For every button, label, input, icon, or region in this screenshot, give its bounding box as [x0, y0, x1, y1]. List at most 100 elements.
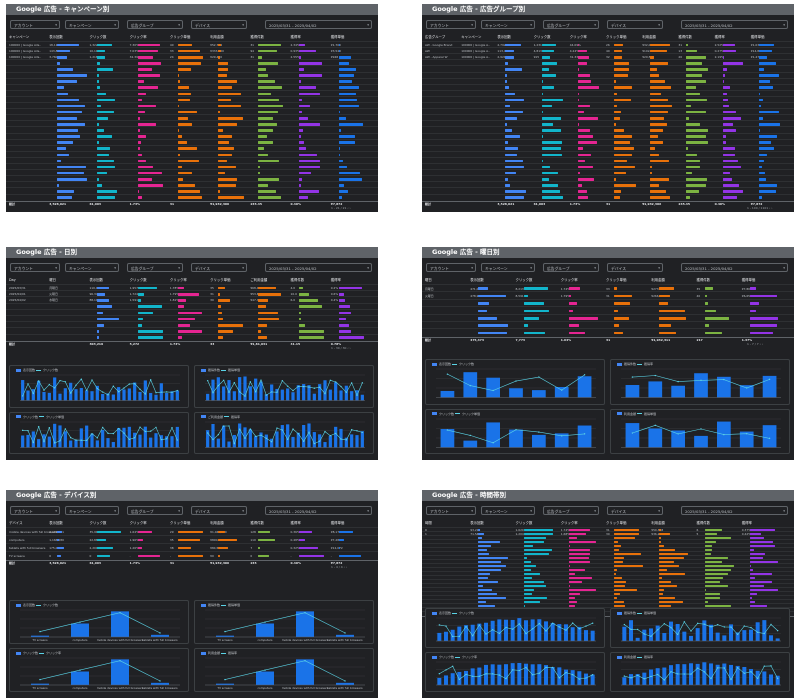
- table-row[interactable]: [422, 579, 794, 584]
- column-header[interactable]: 獲得件数: [250, 35, 264, 39]
- column-header[interactable]: 表示回数: [470, 278, 484, 282]
- filter-adgroup-dropdown[interactable]: 広告グループ ▾: [543, 263, 599, 272]
- column-header[interactable]: 利用金額: [210, 521, 224, 525]
- column-header[interactable]: クリック数: [515, 521, 533, 525]
- filter-adgroup-dropdown[interactable]: 広告グループ ▾: [127, 506, 183, 515]
- column-header[interactable]: キャンペーン: [461, 35, 482, 39]
- column-header[interactable]: 曜日: [425, 278, 432, 282]
- table-row[interactable]: [6, 308, 378, 316]
- table-row[interactable]: [422, 156, 794, 164]
- column-header[interactable]: クリック単価: [606, 521, 627, 525]
- filter-device-dropdown[interactable]: デバイス ▾: [607, 20, 663, 29]
- table-row[interactable]: [422, 150, 794, 158]
- filter-device-dropdown[interactable]: デバイス ▾: [191, 263, 247, 272]
- column-header[interactable]: 利用金額: [651, 278, 665, 282]
- filter-campaign-dropdown[interactable]: キャンペーン ▾: [481, 20, 535, 29]
- table-row[interactable]: AW 100000 | Google A.. 113,412 4,813 4.24% 40…: [422, 47, 794, 54]
- table-row[interactable]: [422, 328, 794, 336]
- chevron-right-icon[interactable]: ‹ ›: [768, 205, 773, 210]
- table-row[interactable]: tablets with full browsers 175,000 2,209 1.…: [6, 543, 378, 552]
- filter-account-dropdown[interactable]: アカウント ▾: [426, 20, 476, 29]
- column-header[interactable]: 表示回数: [49, 521, 63, 525]
- table-row[interactable]: [422, 298, 794, 307]
- column-header[interactable]: 獲得件数: [678, 35, 692, 39]
- column-header[interactable]: クリック率: [560, 278, 578, 282]
- column-header[interactable]: クリック率: [129, 521, 147, 525]
- table-row[interactable]: [422, 59, 794, 66]
- column-header[interactable]: 獲得単価: [330, 35, 345, 39]
- filter-device-dropdown[interactable]: デバイス ▾: [191, 506, 247, 515]
- table-row[interactable]: [422, 120, 794, 127]
- column-header[interactable]: 獲得単価: [750, 35, 765, 39]
- table-row[interactable]: [422, 163, 794, 170]
- column-header[interactable]: クリック単価: [169, 521, 191, 525]
- filter-account-dropdown[interactable]: アカウント ▾: [426, 263, 476, 272]
- table-row[interactable]: [422, 132, 794, 140]
- table-row[interactable]: [422, 83, 794, 91]
- table-row[interactable]: [6, 193, 378, 201]
- chevron-right-icon[interactable]: ‹ ›: [342, 565, 347, 569]
- pagination[interactable]: 1 - 30 / 30 ‹ ›: [331, 346, 351, 350]
- table-row[interactable]: [422, 603, 794, 608]
- table-row[interactable]: [6, 89, 378, 97]
- table-row[interactable]: [6, 144, 378, 152]
- table-row[interactable]: [6, 120, 378, 127]
- column-header[interactable]: 獲得単価: [741, 278, 756, 282]
- column-header[interactable]: クリック率: [569, 35, 587, 39]
- filter-daterange-dropdown[interactable]: 2025/03/31 - 2025/04/02 ▾: [265, 20, 372, 29]
- table-row[interactable]: [6, 327, 378, 334]
- table-row[interactable]: [422, 175, 794, 182]
- pagination[interactable]: 1 - 100 / 1101 ‹ ›: [747, 206, 773, 210]
- table-row[interactable]: [422, 138, 794, 146]
- filter-daterange-dropdown[interactable]: 2025/03/31 - 2025/04/02 ▾: [681, 20, 788, 29]
- column-header[interactable]: 獲得単価: [330, 521, 345, 525]
- table-row[interactable]: TV screens 0 0- - ¥0 0- -: [6, 551, 378, 560]
- table-row[interactable]: [422, 169, 794, 176]
- filter-device-dropdown[interactable]: デバイス ▾: [607, 263, 663, 272]
- filter-adgroup-dropdown[interactable]: 広告グループ ▾: [127, 20, 183, 29]
- table-row[interactable]: [422, 181, 794, 188]
- table-row[interactable]: [422, 114, 794, 121]
- table-row[interactable]: [6, 321, 378, 328]
- column-header[interactable]: 獲得件数: [290, 278, 305, 282]
- table-row[interactable]: 100000 | Google Ads.. 143,868 10,118 7.03% 3…: [6, 47, 378, 54]
- column-header[interactable]: クリック率: [169, 278, 187, 282]
- table-row[interactable]: [6, 95, 378, 103]
- column-header[interactable]: 獲得率: [741, 521, 752, 525]
- table-row[interactable]: [6, 156, 378, 164]
- table-row[interactable]: [422, 599, 794, 604]
- column-header[interactable]: Day: [9, 278, 16, 282]
- table-row[interactable]: [6, 114, 378, 121]
- table-row[interactable]: [422, 551, 794, 556]
- filter-daterange-dropdown[interactable]: 2025/03/31 - 2025/04/02 ▾: [265, 263, 372, 272]
- table-row[interactable]: 月曜日 471,000 8,213 1.74% 33 ¥273,012 35 ¥7,800: [422, 284, 794, 292]
- table-row[interactable]: [6, 187, 378, 194]
- table-row[interactable]: [422, 102, 794, 109]
- table-row[interactable]: 2025/03/31 月曜日 110,000 1,957 1.78% 35 ¥68,400 4…: [6, 284, 378, 291]
- column-header[interactable]: 獲得率: [290, 35, 301, 39]
- table-row[interactable]: [422, 95, 794, 103]
- column-header[interactable]: 獲得率: [290, 521, 301, 525]
- table-row[interactable]: 火曜日 478,913 8,591 1.79% 31 ¥266,321 40 ¥6,658: [422, 291, 794, 299]
- column-header[interactable]: 利用金額: [642, 35, 656, 39]
- column-header[interactable]: 利用金額: [210, 35, 224, 39]
- table-row[interactable]: [422, 591, 794, 596]
- table-row[interactable]: AW - Apparel W 100000 | Google A.. 2,921 91…: [422, 53, 794, 60]
- column-header[interactable]: ご利用金額: [250, 278, 268, 282]
- table-row[interactable]: [6, 102, 378, 109]
- table-row[interactable]: [422, 559, 794, 564]
- chevron-right-icon[interactable]: ‹ ›: [758, 341, 763, 346]
- chevron-right-icon[interactable]: ‹ ›: [346, 345, 351, 350]
- table-row[interactable]: AW - Google Brand 100000 | Google A.. 2,79…: [422, 41, 794, 48]
- column-header[interactable]: 獲得率: [714, 35, 725, 39]
- table-row[interactable]: [422, 193, 794, 201]
- column-header[interactable]: クリック数: [89, 521, 107, 525]
- table-row[interactable]: 2025/04/01 火曜日 96,342 1,724 1.79% 31 ¥53,650 10…: [6, 290, 378, 297]
- filter-account-dropdown[interactable]: アカウント ▾: [426, 506, 476, 515]
- column-header[interactable]: クリック数: [129, 278, 147, 282]
- table-row[interactable]: [422, 108, 794, 115]
- column-header[interactable]: クリック数: [533, 35, 551, 39]
- column-header[interactable]: クリック率: [560, 521, 578, 525]
- filter-device-dropdown[interactable]: デバイス ▾: [607, 506, 663, 515]
- column-header[interactable]: キャンペーン: [9, 35, 30, 39]
